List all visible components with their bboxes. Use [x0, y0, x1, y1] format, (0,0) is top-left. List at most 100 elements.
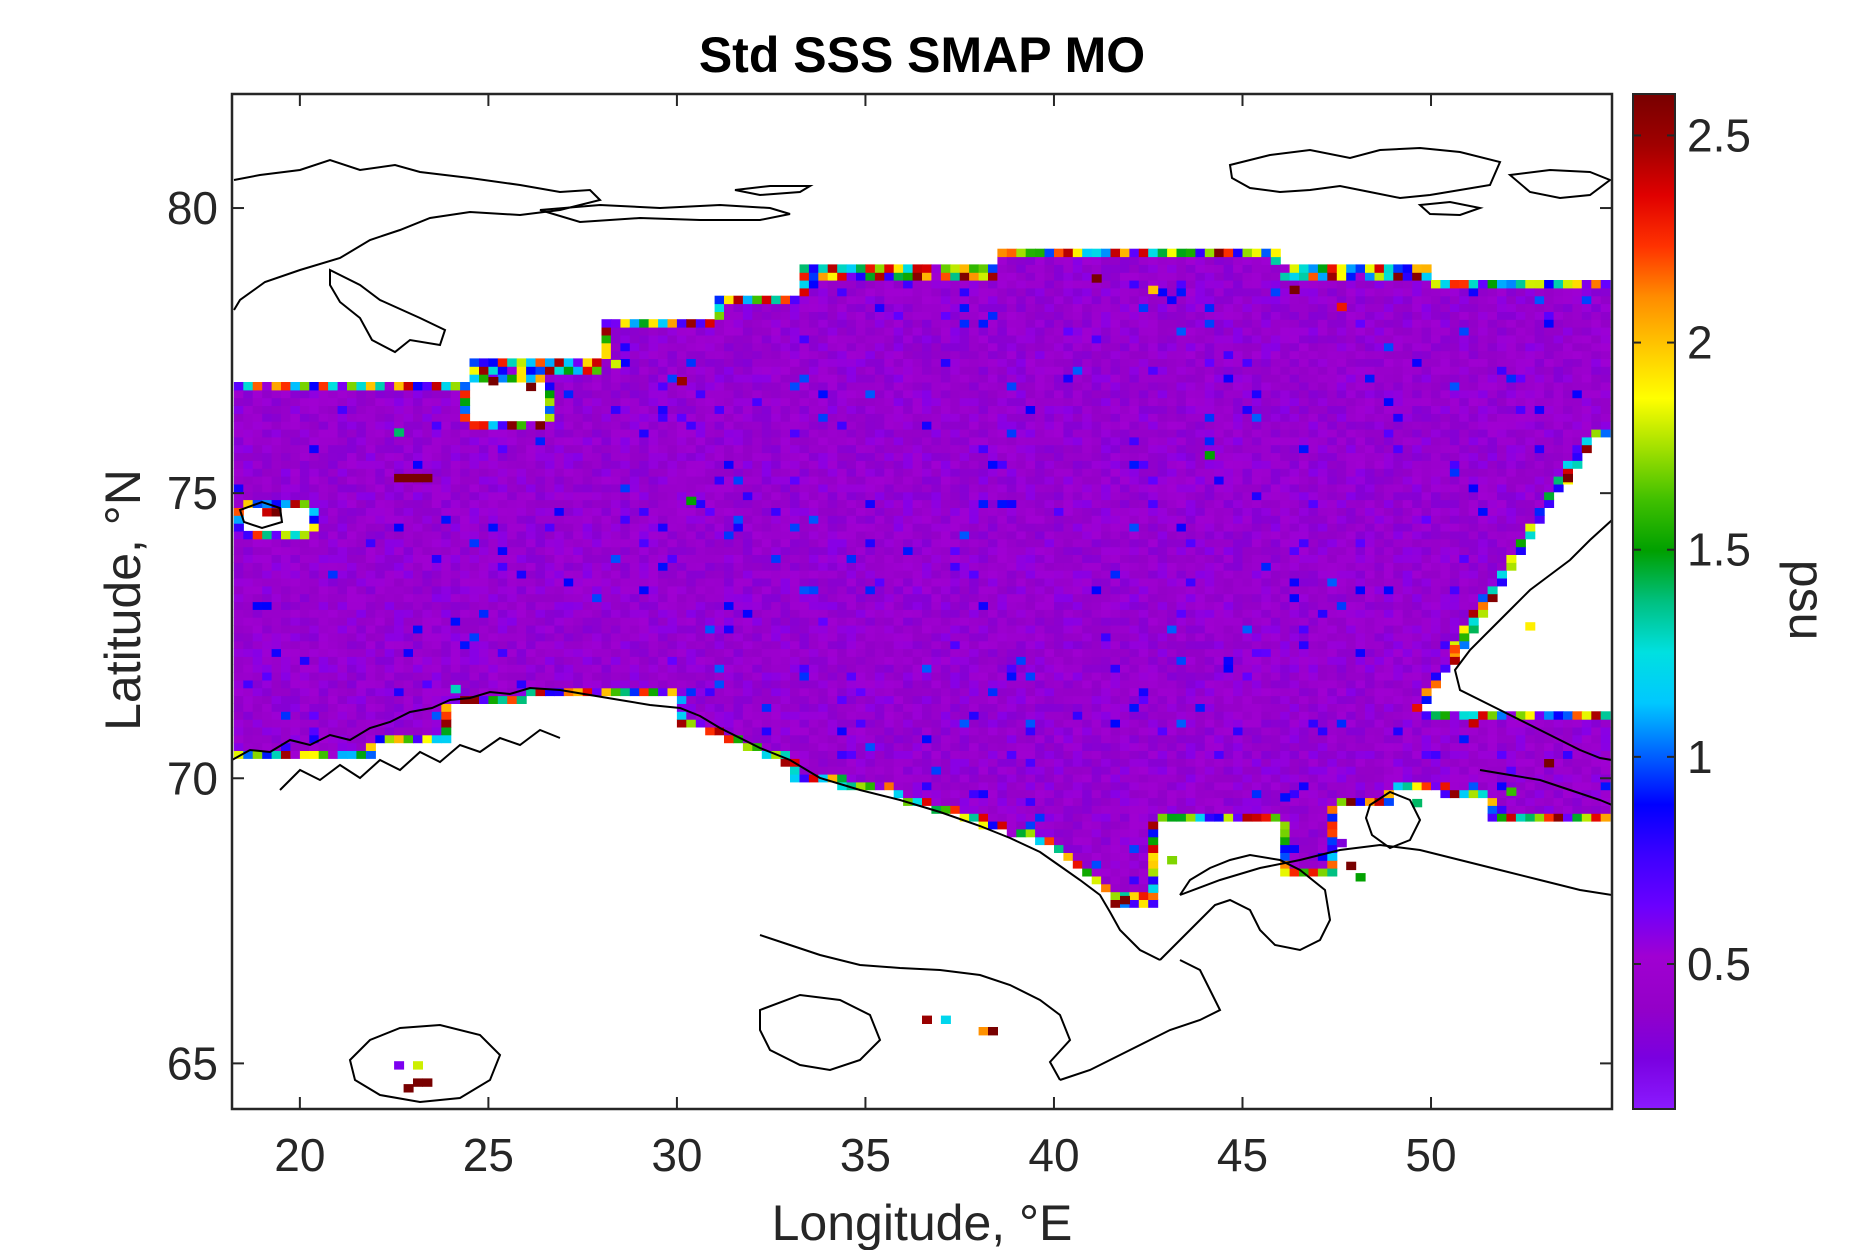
- heatmap-cell: [705, 640, 716, 650]
- heatmap-cell: [912, 429, 923, 438]
- heatmap-cell: [1054, 476, 1064, 485]
- heatmap-cell: [648, 491, 659, 501]
- heatmap-cell: [790, 672, 800, 681]
- heatmap-cell: [299, 554, 310, 563]
- heatmap-cell: [629, 382, 640, 391]
- heatmap-cell: [1006, 303, 1017, 312]
- heatmap-cell: [780, 750, 791, 759]
- heatmap-cell: [1044, 530, 1055, 540]
- heatmap-cell: [1063, 421, 1074, 430]
- heatmap-cell: [969, 687, 980, 697]
- heatmap-cell: [978, 766, 989, 775]
- heatmap-cell: [328, 546, 339, 555]
- heatmap-cell: [714, 656, 725, 665]
- heatmap-cell: [479, 530, 489, 540]
- heatmap-cell: [1063, 319, 1074, 328]
- heatmap-cell: [676, 358, 687, 367]
- heatmap-cell: [676, 350, 687, 359]
- heatmap-cell: [309, 546, 320, 555]
- heatmap-cell: [243, 499, 254, 508]
- heatmap-cell: [780, 664, 791, 673]
- heatmap-cell: [705, 679, 716, 689]
- heatmap-cell: [714, 625, 725, 634]
- heatmap-cell: [856, 695, 866, 704]
- heatmap-cell: [884, 570, 895, 579]
- heatmap-cell: [808, 750, 819, 759]
- heatmap-cell: [271, 436, 282, 446]
- heatmap-cell: [922, 734, 932, 744]
- heatmap-cell: [394, 640, 405, 650]
- heatmap-cell: [309, 601, 320, 610]
- heatmap-cell: [573, 405, 584, 414]
- heatmap-cell: [460, 570, 471, 579]
- heatmap-cell: [799, 617, 810, 626]
- heatmap-cell: [309, 625, 320, 634]
- heatmap-cell: [309, 405, 320, 414]
- heatmap-cell: [940, 789, 951, 799]
- heatmap-cell: [610, 468, 621, 477]
- heatmap-cell: [865, 625, 876, 634]
- heatmap-cell: [846, 421, 857, 430]
- heatmap-cell: [837, 726, 848, 736]
- heatmap-cell: [856, 578, 866, 587]
- heatmap-cell: [1072, 358, 1083, 367]
- heatmap-cell: [922, 476, 932, 485]
- heatmap-cell: [912, 507, 923, 516]
- heatmap-cell: [950, 562, 961, 571]
- heatmap-cell: [978, 672, 989, 681]
- heatmap-cell: [676, 562, 687, 571]
- heatmap-cell: [761, 389, 772, 399]
- heatmap-cell: [629, 617, 640, 626]
- heatmap-cell: [978, 625, 989, 634]
- heatmap-cell: [1063, 303, 1074, 312]
- heatmap-cell: [601, 640, 612, 650]
- heatmap-cell: [309, 562, 320, 571]
- heatmap-cell: [394, 585, 405, 595]
- heatmap-cell: [827, 311, 838, 320]
- heatmap-cell: [978, 546, 989, 555]
- heatmap-cell: [620, 672, 631, 681]
- heatmap-cell: [535, 374, 546, 383]
- heatmap-cell: [488, 554, 499, 563]
- heatmap-cell: [752, 703, 763, 712]
- heatmap-cell: [252, 719, 263, 728]
- heatmap-cell: [526, 640, 537, 650]
- heatmap-cell: [554, 499, 565, 508]
- heatmap-cell: [959, 397, 970, 406]
- heatmap-cell: [705, 687, 716, 697]
- heatmap-cell: [799, 460, 810, 469]
- heatmap-cell: [535, 358, 546, 367]
- heatmap-cell: [742, 436, 753, 446]
- heatmap-cell: [384, 648, 395, 657]
- heatmap-cell: [714, 562, 725, 571]
- heatmap-cell: [1025, 264, 1036, 273]
- heatmap-cell: [950, 640, 961, 650]
- heatmap-cell: [450, 538, 461, 548]
- heatmap-cell: [978, 632, 989, 642]
- heatmap-cell: [394, 523, 405, 532]
- heatmap-cell: [676, 397, 687, 406]
- heatmap-cell: [1025, 805, 1036, 814]
- heatmap-cell: [1082, 758, 1093, 767]
- heatmap-cell: [639, 436, 650, 446]
- heatmap-cell: [394, 609, 405, 618]
- heatmap-cell: [724, 617, 734, 626]
- heatmap-cell: [620, 429, 631, 438]
- heatmap-cell: [837, 679, 848, 689]
- heatmap-cell: [1006, 334, 1017, 344]
- heatmap-cell: [497, 609, 508, 618]
- heatmap-cell: [413, 617, 423, 626]
- heatmap-cell: [752, 734, 763, 744]
- heatmap-cell: [620, 585, 631, 595]
- heatmap-cell: [299, 656, 310, 665]
- heatmap-cell: [610, 319, 621, 328]
- heatmap-cell: [347, 703, 357, 712]
- heatmap-cell: [488, 672, 499, 681]
- heatmap-cell: [676, 444, 687, 454]
- heatmap-cell: [837, 327, 848, 336]
- heatmap-cell: [959, 538, 970, 548]
- heatmap-cell: [997, 499, 1008, 508]
- heatmap-cell: [752, 711, 763, 720]
- heatmap-cell: [450, 382, 461, 391]
- heatmap-cell: [460, 695, 471, 704]
